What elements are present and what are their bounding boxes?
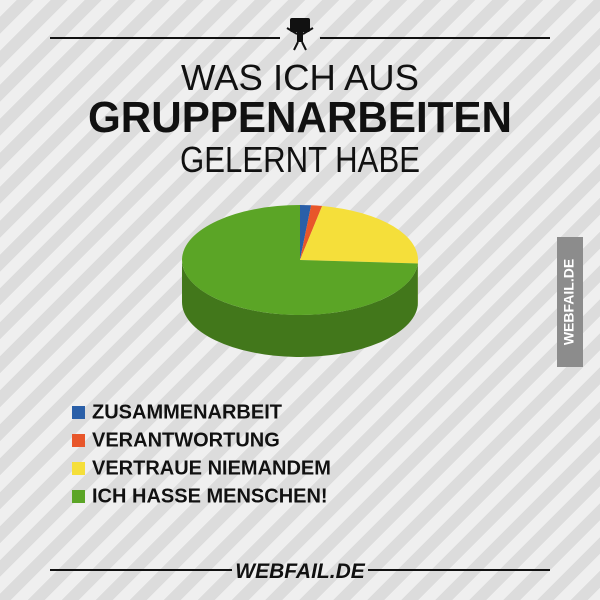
legend-label: ICH HASSE MENSCHEN! <box>92 485 328 507</box>
pie <box>181 205 418 357</box>
side-label-box <box>557 237 583 367</box>
side-label: WEBFAIL.DE <box>561 259 577 345</box>
title-line: GRUPPENARBEITEN <box>88 93 512 142</box>
legend-swatch <box>72 434 85 447</box>
slice <box>300 205 312 260</box>
slice <box>300 205 418 264</box>
title-line: WAS ICH AUS <box>181 57 419 98</box>
legend-label: VERANTWORTUNG <box>92 429 280 451</box>
title-line: GELERNT HABE <box>180 139 420 180</box>
slice <box>181 205 418 315</box>
legend-swatch <box>72 490 85 503</box>
footer: WEBFAIL.DE <box>235 560 365 583</box>
legend-swatch <box>72 406 85 419</box>
slice <box>300 205 323 260</box>
legend: ZUSAMMENARBEIT VERANTWORTUNG VERTRAUE NIEM… <box>72 401 331 507</box>
legend-swatch <box>72 462 85 475</box>
legend-label: VERTRAUE NIEMANDEM <box>92 457 331 479</box>
mascot-icon <box>286 18 314 51</box>
slice-side <box>182 260 418 357</box>
legend-label: ZUSAMMENARBEIT <box>92 401 282 423</box>
